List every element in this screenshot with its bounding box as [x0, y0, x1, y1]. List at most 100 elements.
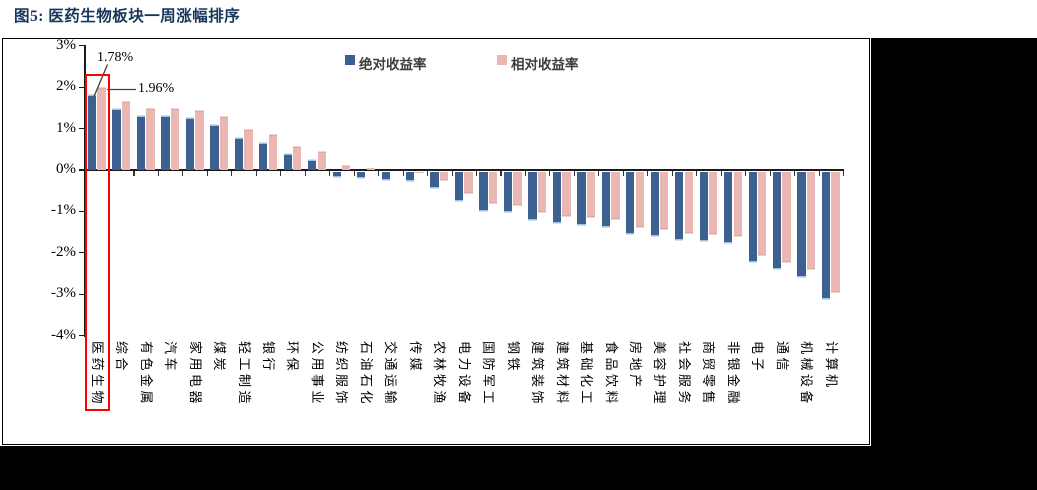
bar-relative: [342, 166, 351, 170]
y-axis-tick: [79, 169, 85, 171]
bar-relative: [146, 109, 155, 170]
x-axis-tick: [524, 171, 526, 176]
x-axis-tick: [598, 171, 600, 176]
y-axis-tick-label: -2%: [51, 243, 76, 260]
y-axis-tick: [79, 210, 85, 213]
legend-swatch-relative-icon: [497, 55, 507, 65]
x-axis-tick: [133, 171, 135, 176]
bar-absolute: [430, 171, 439, 187]
x-axis-tick: [255, 171, 257, 176]
bar-absolute: [185, 119, 195, 170]
x-axis-tick: [280, 171, 282, 176]
bar-relative: [439, 171, 449, 180]
x-axis-tick: [573, 171, 575, 176]
x-axis-tick: [231, 171, 233, 176]
bar-absolute: [577, 171, 586, 224]
y-axis-tick-label: -1%: [51, 202, 76, 219]
x-axis-tick: [794, 171, 796, 176]
bar-relative: [733, 171, 742, 235]
bar-absolute: [699, 171, 708, 241]
bar-relative: [488, 171, 498, 203]
bar-relative: [121, 102, 131, 170]
x-axis-tick: [622, 171, 624, 176]
annotation-absolute-value: 1.78%: [97, 50, 134, 65]
bar-relative: [219, 118, 229, 170]
x-axis-tick: [745, 171, 747, 176]
x-axis-tick: [647, 171, 649, 176]
bar-relative: [366, 168, 375, 170]
x-axis-tick: [671, 171, 673, 176]
black-right-region: [871, 38, 1037, 490]
bar-absolute: [234, 138, 243, 170]
bar-absolute: [601, 171, 611, 226]
y-axis-tick: [79, 86, 85, 88]
x-axis-tick: [451, 171, 453, 176]
black-bottom-region: [0, 446, 871, 490]
y-axis-tick-label: 3%: [56, 36, 76, 53]
legend-item-absolute: 绝对收益率: [345, 53, 440, 72]
bar-absolute: [161, 117, 170, 170]
bar-absolute: [772, 171, 782, 269]
bar-absolute: [112, 109, 121, 170]
x-axis-tick: [182, 171, 184, 176]
x-axis-tick: [818, 171, 820, 176]
bar-absolute: [332, 171, 341, 176]
bar-relative: [831, 171, 840, 291]
bar-relative: [170, 110, 180, 170]
bar-relative: [244, 131, 253, 170]
x-axis-tick: [206, 171, 208, 176]
y-axis-tick-label: -4%: [51, 326, 76, 343]
y-axis-tick: [79, 45, 85, 47]
bar-relative: [195, 112, 204, 170]
bar-absolute: [454, 171, 464, 200]
x-axis-tick: [696, 171, 698, 176]
y-axis-tick-label: -3%: [51, 285, 76, 302]
bar-relative: [611, 171, 620, 219]
bar-absolute: [626, 171, 635, 234]
highlight-box: [85, 74, 110, 411]
x-axis-tick: [427, 171, 429, 176]
bar-absolute: [821, 171, 831, 298]
bar-relative: [684, 171, 693, 232]
bar-relative: [660, 171, 669, 228]
x-axis-tick: [378, 171, 380, 176]
bar-absolute: [210, 125, 219, 170]
y-axis-tick-label: 1%: [56, 119, 76, 136]
bar-relative: [758, 171, 767, 255]
bar-relative: [268, 136, 277, 170]
bar-absolute: [259, 143, 268, 170]
x-axis: [84, 169, 844, 171]
legend-item-relative: 相对收益率: [497, 53, 592, 72]
y-axis-tick-label: 0%: [56, 161, 76, 177]
bar-relative: [293, 147, 302, 170]
bar-relative: [562, 171, 571, 215]
x-axis-tick: [329, 171, 331, 176]
y-axis-tick-label: 2%: [56, 78, 76, 95]
y-axis-tick: [79, 293, 85, 295]
bar-relative: [586, 171, 596, 217]
bar-relative: [782, 171, 791, 261]
bar-absolute: [724, 171, 733, 243]
x-axis-tick: [402, 171, 404, 176]
bar-relative: [537, 171, 547, 212]
bar-absolute: [381, 171, 390, 180]
bar-absolute: [552, 171, 562, 223]
bar-absolute: [479, 171, 488, 210]
bar-relative: [635, 171, 644, 226]
x-axis-tick: [304, 171, 306, 176]
bar-relative: [97, 88, 106, 170]
bar-absolute: [136, 117, 146, 170]
y-axis: [84, 44, 86, 337]
bar-absolute: [357, 171, 366, 178]
legend-label-relative: 相对收益率: [511, 57, 579, 72]
legend-swatch-absolute-icon: [345, 55, 355, 65]
bar-absolute: [797, 171, 806, 276]
bar-absolute: [748, 171, 757, 261]
bar-relative: [513, 171, 522, 204]
bar-relative: [415, 171, 424, 173]
bar-absolute: [283, 155, 292, 170]
x-axis-tick: [549, 171, 551, 176]
x-axis-tick: [353, 171, 355, 176]
